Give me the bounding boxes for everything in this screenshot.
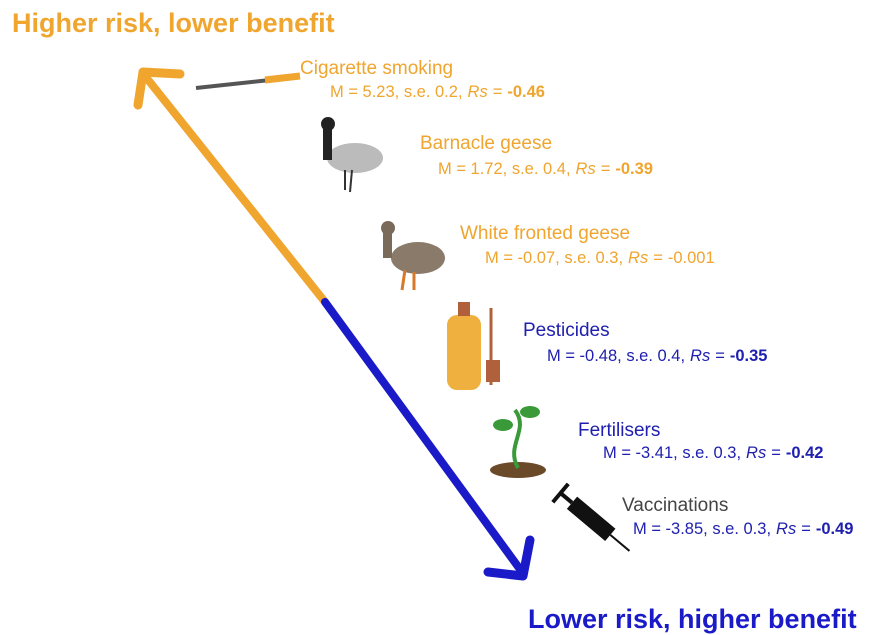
item-stats: M = 1.72, s.e. 0.4, Rs = -0.39 [438,160,653,178]
stats-text: M = 5.23, s.e. 0.2, [330,83,463,101]
stats-text: M = -3.85, s.e. 0.3, [633,520,771,538]
bottom-heading: Lower risk, higher benefit [528,604,857,634]
rs-equals: = [715,347,725,365]
item-label: Barnacle geese [420,133,552,154]
goose-icon [381,221,445,291]
item-stats: M = -0.07, s.e. 0.3, Rs = -0.001 [485,249,715,267]
item-label: Fertilisers [578,420,660,441]
stats-text: M = -0.48, s.e. 0.4, [547,347,685,365]
rs-symbol: Rs [468,83,488,101]
rs-symbol: Rs [628,249,648,267]
rs-value: -0.46 [507,83,545,101]
sprayer-icon [447,302,500,390]
stats-text: M = 1.72, s.e. 0.4, [438,160,571,178]
rs-symbol: Rs [576,160,596,178]
rs-equals: = [771,444,781,462]
top-heading: Higher risk, lower benefit [12,8,335,38]
item-label: White fronted geese [460,223,630,244]
rs-equals: = [653,249,663,267]
rs-equals: = [493,83,503,101]
rs-symbol: Rs [776,520,796,538]
item-label: Vaccinations [622,495,728,516]
rs-value: -0.49 [816,520,854,538]
goose-icon [321,117,383,193]
rs-value: -0.39 [615,160,653,178]
item-label: Pesticides [523,320,610,341]
stats-text: M = -0.07, s.e. 0.3, [485,249,623,267]
item-stats: M = 5.23, s.e. 0.2, Rs = -0.46 [330,83,545,101]
rs-equals: = [601,160,611,178]
rs-value: -0.35 [730,347,768,365]
item-stats: M = -3.41, s.e. 0.3, Rs = -0.42 [603,444,823,462]
rs-equals: = [801,520,811,538]
stats-text: M = -3.41, s.e. 0.3, [603,444,741,462]
rs-symbol: Rs [690,347,710,365]
rs-value: -0.001 [668,249,715,267]
syringe-icon [551,482,631,552]
plant-icon [490,406,546,478]
item-stats: M = -0.48, s.e. 0.4, Rs = -0.35 [547,347,767,365]
item-stats: M = -3.85, s.e. 0.3, Rs = -0.49 [633,520,853,538]
arrow [133,67,535,581]
cigarette-icon [195,72,301,90]
item-label: Cigarette smoking [300,58,453,79]
rs-value: -0.42 [786,444,824,462]
rs-symbol: Rs [746,444,766,462]
